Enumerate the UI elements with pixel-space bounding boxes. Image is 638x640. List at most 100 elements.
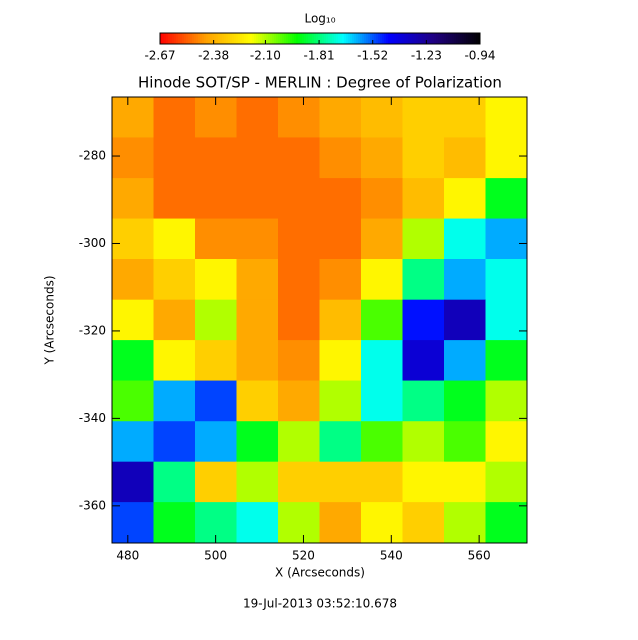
colorbar-swatch: [168, 33, 171, 44]
colorbar-swatch: [456, 33, 459, 44]
colorbar-swatch: [412, 33, 415, 44]
heatmap-cell: [319, 421, 362, 463]
heatmap-cell: [153, 97, 196, 138]
colorbar-swatch: [446, 33, 449, 44]
heatmap-cell: [485, 137, 527, 179]
colorbar-swatch: [180, 33, 183, 44]
colorbar-swatch: [198, 33, 201, 44]
heatmap-cell: [112, 461, 154, 503]
colorbar-swatch: [172, 33, 175, 44]
colorbar-swatch: [296, 33, 299, 44]
colorbar-swatch: [286, 33, 289, 44]
heatmap-cell: [153, 380, 196, 422]
colorbar-swatch: [420, 33, 423, 44]
colorbar-swatch: [196, 33, 199, 44]
colorbar-label: Log₁₀: [304, 12, 335, 26]
heatmap-cell: [319, 299, 362, 341]
heatmap-cell: [402, 97, 445, 138]
colorbar-swatch: [338, 33, 341, 44]
heatmap-cell: [278, 461, 320, 503]
colorbar-swatch: [366, 33, 369, 44]
heatmap-cell: [278, 502, 320, 543]
colorbar-swatch: [408, 33, 411, 44]
heatmap-cell: [402, 178, 445, 220]
colorbar-swatch: [346, 33, 349, 44]
colorbar-swatch: [250, 33, 253, 44]
colorbar-swatch: [448, 33, 451, 44]
colorbar-swatch: [410, 33, 413, 44]
colorbar-swatch: [164, 33, 167, 44]
colorbar-swatch: [368, 33, 371, 44]
colorbar-swatch: [362, 33, 365, 44]
heatmap-cell: [195, 137, 237, 179]
colorbar-swatch: [386, 33, 389, 44]
colorbar-swatch: [220, 33, 223, 44]
colorbar-swatch: [356, 33, 359, 44]
heatmap-cell: [402, 340, 445, 382]
colorbar-swatch: [318, 33, 321, 44]
heatmap-cell: [361, 380, 403, 422]
colorbar-swatch: [280, 33, 283, 44]
heatmap-cell: [444, 461, 486, 503]
heatmap-cell: [112, 178, 154, 220]
colorbar-swatch: [292, 33, 295, 44]
heatmap-cell: [402, 218, 445, 260]
colorbar-swatch: [222, 33, 225, 44]
heatmap-cell: [278, 97, 320, 138]
heatmap-cell: [278, 178, 320, 220]
colorbar-swatch: [204, 33, 207, 44]
colorbar-frame: [159, 32, 481, 45]
heatmap-cell: [153, 218, 196, 260]
colorbar-swatch: [194, 33, 197, 44]
colorbar-swatch: [462, 33, 465, 44]
x-tick-label: 480: [116, 549, 139, 563]
colorbar-swatch: [160, 33, 163, 44]
heatmap-cell: [444, 421, 486, 463]
colorbar-swatch: [470, 33, 473, 44]
heatmap-cell: [485, 178, 527, 220]
colorbar-tick-label: -1.52: [357, 49, 388, 63]
colorbar-swatch: [360, 33, 363, 44]
colorbar-swatch: [290, 33, 293, 44]
colorbar-swatch: [276, 33, 279, 44]
heatmap-cell: [195, 299, 237, 341]
colorbar-swatch: [316, 33, 319, 44]
heatmap-cell: [278, 137, 320, 179]
heatmap-cell: [278, 340, 320, 382]
heatmap-cell: [278, 299, 320, 341]
colorbar-swatch: [464, 33, 467, 44]
heatmap-cell: [402, 137, 445, 179]
colorbar-swatch: [244, 33, 247, 44]
colorbar-swatch: [240, 33, 243, 44]
colorbar-swatch: [418, 33, 421, 44]
colorbar-swatch: [340, 33, 343, 44]
heatmap-cell: [485, 299, 527, 341]
colorbar-swatch: [284, 33, 287, 44]
colorbar-swatch: [348, 33, 351, 44]
colorbar-swatch: [432, 33, 435, 44]
heatmap-cell: [402, 502, 445, 543]
heatmap-cell: [236, 461, 279, 503]
colorbar-swatch: [334, 33, 337, 44]
colorbar-swatch: [474, 33, 477, 44]
colorbar-swatch: [436, 33, 439, 44]
heatmap-cell: [402, 380, 445, 422]
heatmap-cell: [402, 299, 445, 341]
colorbar-swatch: [478, 33, 481, 44]
heatmap-cell: [485, 421, 527, 463]
colorbar-swatch: [262, 33, 265, 44]
colorbar-swatch: [396, 33, 399, 44]
y-axis-label: Y (Arcseconds): [43, 275, 57, 365]
heatmap-cell: [236, 97, 279, 138]
heatmap-cell: [195, 218, 237, 260]
colorbar-swatch: [434, 33, 437, 44]
colorbar-swatch: [298, 33, 301, 44]
colorbar-swatch: [380, 33, 383, 44]
colorbar-tick-label: -0.94: [464, 49, 495, 63]
heatmap-cell: [361, 421, 403, 463]
colorbar-swatch: [268, 33, 271, 44]
heatmap-cell: [444, 97, 486, 138]
colorbar-swatch: [330, 33, 333, 44]
plot-frame: [111, 96, 528, 544]
